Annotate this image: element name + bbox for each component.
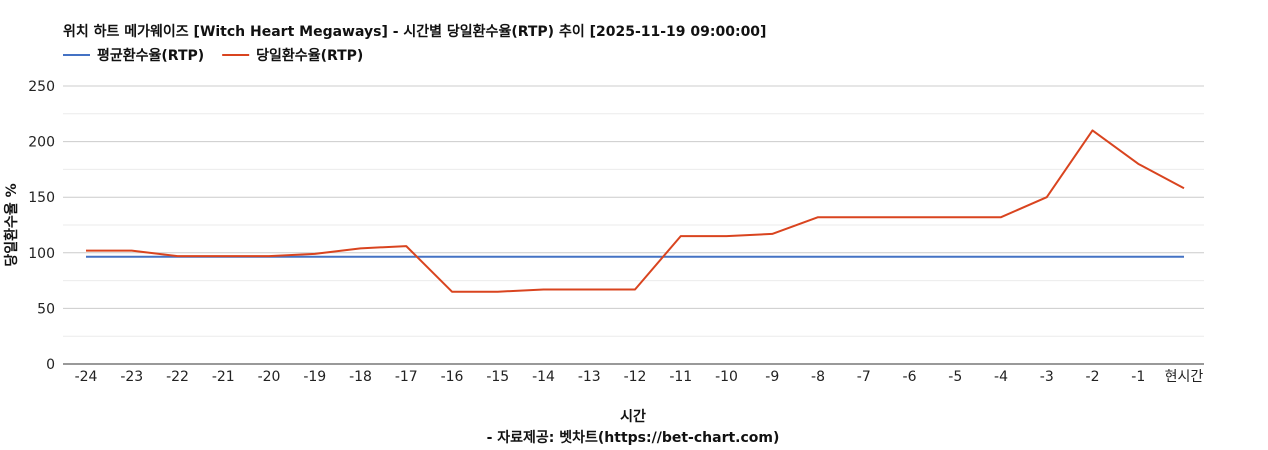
x-axis-title: 시간 [620, 408, 646, 425]
legend-label: 평균환수율(RTP) [97, 47, 204, 64]
legend: 평균환수율(RTP) 당일환수율(RTP) [63, 47, 363, 64]
x-axis-ticks: -24 -23 -22 -21 -20 -19 -18 -17 -16 -15 -14 -13 -12 -… [75, 369, 1204, 385]
x-tick-label: -13 [578, 369, 601, 385]
y-axis-title: 당일환수율 % [3, 183, 20, 266]
x-tick-label: -5 [948, 369, 962, 385]
x-tick-label: -19 [303, 369, 326, 385]
x-tick-label: -12 [624, 369, 647, 385]
x-tick-label: 현시간 [1165, 369, 1204, 385]
x-tick-label: -17 [395, 369, 418, 385]
x-tick-label: -23 [120, 369, 143, 385]
x-tick-label: -10 [715, 369, 738, 385]
y-tick-label: 0 [46, 357, 55, 373]
y-axis-ticks: 0 50 100 150 200 250 [28, 79, 55, 373]
x-tick-label: -22 [166, 369, 189, 385]
x-tick-label: -7 [857, 369, 871, 385]
y-tick-label: 250 [28, 79, 55, 95]
chart-title: 위치 하트 메가웨이즈 [Witch Heart Megaways] - 시간별… [63, 23, 766, 40]
series-lines [86, 129, 1185, 293]
x-tick-label: -15 [486, 369, 509, 385]
x-tick-label: -4 [994, 369, 1008, 385]
x-tick-label: -14 [532, 369, 555, 385]
x-tick-label: -8 [811, 369, 825, 385]
x-tick-label: -18 [349, 369, 372, 385]
x-tick-label: -1 [1131, 369, 1145, 385]
series-line-daily-rtp [86, 129, 1185, 293]
x-tick-label: -9 [765, 369, 779, 385]
x-tick-label: -2 [1086, 369, 1100, 385]
x-tick-label: -20 [258, 369, 281, 385]
x-tick-label: -16 [441, 369, 464, 385]
x-tick-label: -6 [903, 369, 917, 385]
x-tick-label: -11 [669, 369, 692, 385]
y-tick-label: 200 [28, 135, 55, 151]
y-tick-label: 150 [28, 190, 55, 206]
x-tick-label: -21 [212, 369, 235, 385]
source-credit: - 자료제공: 벳차트(https://bet-chart.com) [487, 429, 780, 446]
gridlines [63, 85, 1204, 337]
x-tick-label: -3 [1040, 369, 1054, 385]
legend-label: 당일환수율(RTP) [256, 47, 363, 64]
y-tick-label: 100 [28, 246, 55, 262]
x-tick-label: -24 [75, 369, 98, 385]
y-tick-label: 50 [37, 301, 55, 317]
